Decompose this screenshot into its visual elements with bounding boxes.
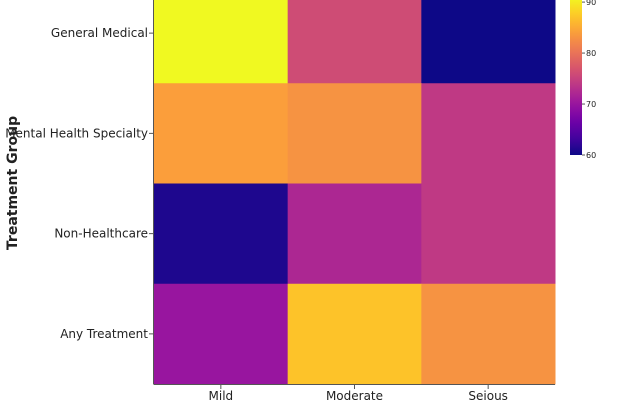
y-tick-labels: General Medical Mental Health Specialty No…: [5, 26, 153, 341]
y-tick-label-general-medical: General Medical: [51, 26, 148, 40]
heatmap-cell-general-medical-seious: [421, 0, 556, 84]
colorbar-tick-label-60: 60: [586, 151, 596, 160]
heatmap-cell-non-healthcare-seious: [421, 183, 556, 285]
heatmap-cell-mental-health-specialty-moderate: [287, 83, 422, 184]
x-tick-label-seious: Seious: [468, 389, 508, 400]
x-tick-labels: Mild Moderate Seious: [209, 385, 508, 400]
heatmap-cells: [154, 0, 556, 385]
heatmap-cell-mental-health-specialty-mild: [154, 83, 289, 184]
colorbar-tick-label-90: 90: [586, 0, 596, 7]
heatmap-cell-general-medical-moderate: [287, 0, 422, 84]
heatmap-cell-any-treatment-mild: [154, 283, 289, 385]
y-tick-label-non-healthcare: Non-Healthcare: [54, 227, 148, 241]
colorbar-tick-label-70: 70: [586, 100, 596, 109]
heatmap-cell-any-treatment-seious: [421, 283, 556, 385]
heatmap-cell-non-healthcare-mild: [154, 183, 289, 285]
axis-lines: [153, 0, 555, 385]
x-tick-label-moderate: Moderate: [326, 389, 383, 400]
y-axis-title: Treatment Group: [5, 116, 21, 250]
colorbar: 60 70 80 90: [570, 0, 596, 160]
y-tick-label-mental-health-specialty: Mental Health Specialty: [5, 126, 148, 140]
heatmap-cell-mental-health-specialty-seious: [421, 83, 556, 184]
heatmap-cell-non-healthcare-moderate: [287, 183, 422, 285]
colorbar-gradient: [570, 0, 582, 155]
y-tick-label-any-treatment: Any Treatment: [60, 327, 148, 341]
x-tick-label-mild: Mild: [209, 389, 234, 400]
colorbar-tick-label-80: 80: [586, 49, 596, 58]
heatmap-cell-general-medical-mild: [154, 0, 289, 84]
heatmap-cell-any-treatment-moderate: [287, 283, 422, 385]
